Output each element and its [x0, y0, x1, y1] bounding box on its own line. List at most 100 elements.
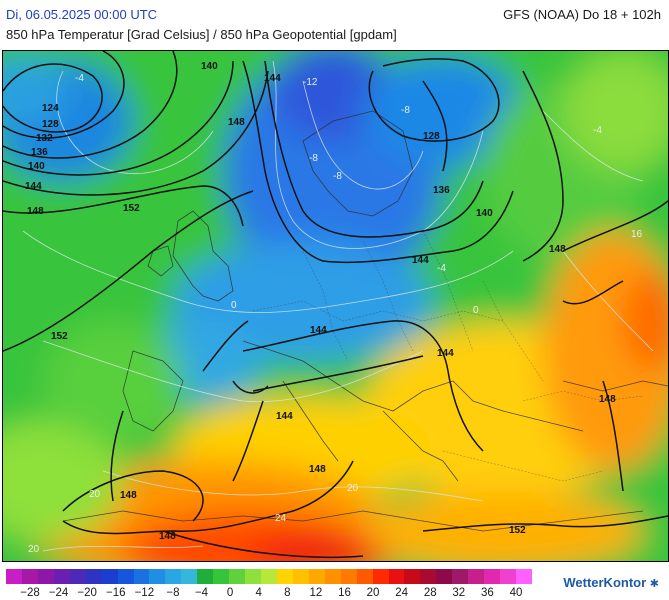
geo-label: 128	[423, 131, 440, 142]
legend-swatch	[133, 569, 150, 584]
temp-label: 0	[231, 300, 237, 311]
legend-swatch	[117, 569, 134, 584]
temperature-labels: -4 -12 -8 -8 -8 -4 0 -4 0 20 20 24 20 16	[28, 73, 643, 555]
legend-swatch	[404, 569, 421, 584]
geo-label: 128	[42, 119, 59, 130]
legend-swatch	[21, 569, 38, 584]
geo-label: 144	[437, 348, 454, 359]
legend-swatch	[484, 569, 501, 584]
map-title: 850 hPa Temperatur [Grad Celsius] / 850 …	[6, 27, 397, 42]
legend-swatch	[229, 569, 246, 584]
legend-colorbar	[6, 569, 532, 584]
legend-tick-label: 4	[255, 587, 262, 599]
legend-tick-label: 8	[284, 587, 291, 599]
geo-label: 148	[120, 490, 137, 501]
legend-swatch	[85, 569, 102, 584]
geo-label: 144	[412, 255, 429, 266]
geo-label: 152	[51, 331, 68, 342]
legend-tick-label: −20	[77, 587, 97, 599]
temp-label: -12	[303, 77, 318, 88]
legend-swatch	[292, 569, 309, 584]
geo-label: 140	[201, 61, 218, 72]
temp-label: -8	[309, 153, 318, 164]
legend-tick-label: 32	[452, 587, 466, 599]
forecast-date: Di, 06.05.2025 00:00 UTC	[6, 7, 158, 22]
legend-swatch	[245, 569, 261, 584]
temp-label: -4	[437, 263, 446, 274]
legend-swatch	[468, 569, 485, 584]
geo-label: 132	[36, 133, 53, 144]
geo-label: 152	[509, 525, 526, 536]
temperature-field	[3, 51, 668, 561]
temp-label: -8	[401, 105, 410, 116]
legend-tick-label: 12	[309, 587, 323, 599]
geo-label: 140	[28, 161, 45, 172]
legend-tick-label: 40	[509, 587, 523, 599]
temp-label: 16	[631, 229, 643, 240]
geo-label: 148	[309, 464, 326, 475]
legend-swatch	[197, 569, 214, 584]
legend-swatch	[37, 569, 54, 584]
wetterkontor-logo: WetterKontor ✱	[563, 575, 659, 590]
legend-swatch	[276, 569, 293, 584]
geo-label: 124	[42, 103, 59, 114]
legend-swatch	[324, 569, 341, 584]
geo-label: 152	[123, 203, 140, 214]
geo-label: 140	[476, 208, 493, 219]
temp-label: -4	[593, 125, 602, 136]
weather-map: 140 144 124 128 132 136 140 144 148 148 …	[2, 50, 669, 562]
legend-swatch	[356, 569, 373, 584]
temp-label: -8	[333, 171, 342, 182]
temp-label: 20	[28, 544, 40, 555]
legend-tick-label: 20	[366, 587, 380, 599]
geopotential-labels: 140 144 124 128 132 136 140 144 148 148 …	[25, 61, 616, 542]
geo-label: 148	[159, 531, 176, 542]
legend-swatch	[149, 569, 166, 584]
legend-swatch	[101, 569, 118, 584]
legend-tick-label: −4	[194, 587, 209, 599]
legend-swatch	[69, 569, 86, 584]
geo-label: 144	[276, 411, 293, 422]
legend-tick-label: −12	[134, 587, 155, 599]
geo-label: 148	[27, 206, 44, 217]
geo-label: 148	[228, 117, 245, 128]
star-icon: ✱	[649, 578, 659, 590]
legend-tick-label: −24	[48, 587, 69, 599]
legend-tick-label: −28	[20, 587, 40, 599]
legend-swatch	[500, 569, 516, 584]
geo-label: 144	[25, 181, 42, 192]
geo-label: 144	[310, 325, 327, 336]
coastlines	[62, 110, 668, 532]
legend-swatch	[388, 569, 405, 584]
temp-label: 20	[89, 489, 101, 500]
legend-swatch	[340, 569, 357, 584]
geo-label: 144	[264, 73, 281, 84]
legend-tick-label: 16	[338, 587, 351, 599]
legend-swatch	[181, 569, 198, 584]
legend-labels: −28 −24 −20 −16 −12 −8 −4 0 4 8 12 16 20 24 28 32 36 40	[6, 587, 532, 600]
temp-label: 24	[275, 513, 287, 524]
legend-tick-label: 0	[226, 587, 234, 599]
temperature-isolines	[22, 60, 654, 552]
brand-name: WetterKontor	[563, 575, 647, 590]
geo-label: 136	[433, 185, 450, 196]
geo-label: 148	[599, 394, 616, 405]
legend-swatch	[452, 569, 469, 584]
legend-swatch	[213, 569, 230, 584]
legend-tick-label: −16	[105, 587, 126, 599]
geopotential-contours	[3, 51, 668, 558]
legend-tick-label: 28	[423, 587, 437, 599]
legend-swatch	[420, 569, 437, 584]
temp-label: 20	[347, 483, 359, 494]
legend-tick-label: −8	[166, 587, 180, 599]
legend-swatch	[516, 569, 532, 584]
legend-swatch	[436, 569, 453, 584]
legend-swatch	[53, 569, 70, 584]
legend-swatch	[261, 569, 277, 584]
legend-swatch	[372, 569, 389, 584]
temp-label: -4	[75, 73, 84, 84]
legend-tick-label: 36	[481, 587, 494, 599]
legend-swatch	[308, 569, 325, 584]
geo-label: 136	[31, 147, 48, 158]
legend-swatch	[165, 569, 182, 584]
